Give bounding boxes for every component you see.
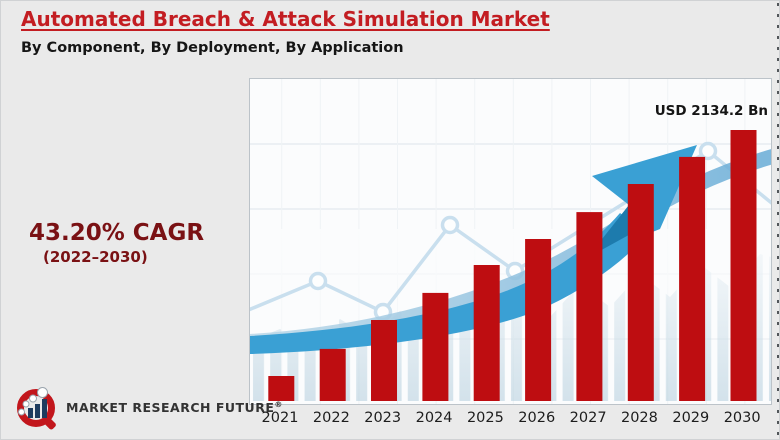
bar-2021 [268, 376, 295, 401]
axis-label-2024: 2024 [415, 410, 453, 426]
brand-logo-icon [17, 387, 56, 430]
watermark-point [698, 141, 718, 161]
grid-horizontal [250, 143, 771, 340]
axis-label-2026: 2026 [518, 410, 556, 426]
cagr-value: 43.20% CAGR [29, 220, 205, 246]
chart-canvas [234, 79, 779, 404]
bar-2030 [730, 130, 757, 401]
bar-2024 [422, 292, 449, 401]
axis-label-2029: 2029 [672, 410, 710, 426]
watermark-point [308, 271, 328, 291]
chart-panel: USD 2134.2 Bn [234, 78, 779, 405]
bars-group [268, 130, 757, 401]
axis-label-2022: 2022 [312, 410, 350, 426]
axis-label-2027: 2027 [569, 410, 607, 426]
bar-2027 [576, 212, 603, 401]
year-axis: 2021 2022 2023 2024 2025 2026 2027 2028 2029 2030 [1, 410, 779, 432]
registered-mark: ® [274, 399, 283, 409]
right-edge-perforation [777, 3, 779, 439]
axis-label-2023: 2023 [364, 410, 402, 426]
axis-label-2028: 2028 [620, 410, 658, 426]
page-title: Automated Breach & Attack Simulation Mar… [21, 7, 550, 31]
bar-2022 [319, 348, 346, 401]
cagr-period: (2022–2030) [43, 248, 148, 266]
bar-2023 [371, 320, 397, 401]
bar-2029 [679, 156, 706, 401]
watermark-line-chart [245, 141, 776, 322]
bar-2028 [627, 184, 654, 401]
page-subtitle: By Component, By Deployment, By Applicat… [21, 40, 404, 56]
axis-label-2030: 2030 [723, 410, 761, 426]
bar-2025 [473, 265, 500, 401]
axis-label-2021: 2021 [261, 410, 299, 426]
watermark-point [440, 215, 460, 235]
brand-name: MARKET RESEARCH FUTURE® [66, 399, 283, 416]
bar-2026 [525, 239, 552, 401]
brand-logo: MARKET RESEARCH FUTURE® [14, 384, 283, 431]
axis-label-2025: 2025 [466, 410, 504, 426]
value-annotation: USD 2134.2 Bn [654, 103, 768, 119]
